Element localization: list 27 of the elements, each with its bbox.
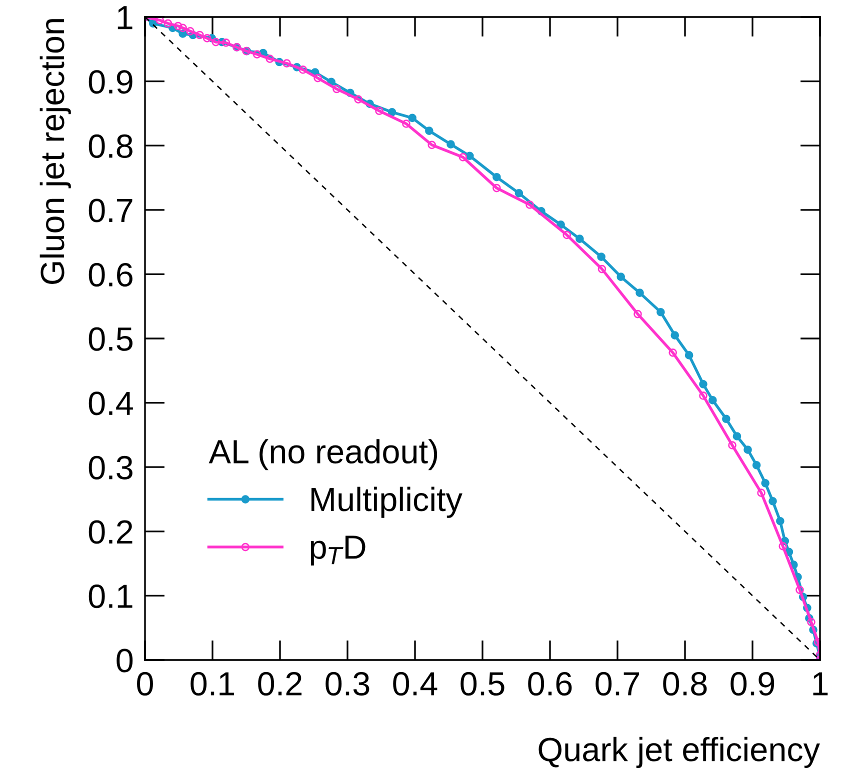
y-axis-title: Gluon jet rejection bbox=[40, 19, 71, 284]
x-tick-label: 1 bbox=[813, 672, 828, 696]
legend-label: Multiplicity bbox=[311, 486, 462, 518]
y-tick-label: 0.4 bbox=[88, 392, 133, 416]
y-tick-label: 0.5 bbox=[88, 327, 132, 351]
x-tick-label: 0 bbox=[137, 672, 153, 696]
y-tick-label: 0.3 bbox=[88, 456, 132, 480]
x-tick-label: 0.8 bbox=[663, 672, 707, 696]
y-tick-label: 0.1 bbox=[88, 584, 132, 608]
x-tick-label: 0.9 bbox=[730, 672, 774, 696]
x-axis-title: Quark jet efficiency bbox=[538, 736, 820, 768]
x-tick-label: 0.4 bbox=[393, 672, 438, 696]
legend-title: AL (no readout) bbox=[208, 439, 438, 470]
y-tick-label: 0.2 bbox=[88, 520, 132, 544]
x-tick-label: 0.2 bbox=[258, 672, 302, 696]
y-tick-label: 0.6 bbox=[88, 263, 132, 287]
x-tick-label: 0.5 bbox=[460, 672, 504, 696]
y-tick-label: 0 bbox=[116, 648, 133, 672]
x-tick-label: 0.7 bbox=[596, 672, 639, 696]
x-tick-label: 0.1 bbox=[190, 672, 234, 696]
legend-label: p$_{T}$D bbox=[310, 536, 366, 566]
x-tick-label: 0.6 bbox=[528, 672, 572, 696]
x-tick-label: 0.3 bbox=[326, 672, 370, 696]
y-tick-label: 1 bbox=[118, 6, 132, 30]
y-tick-label: 0.8 bbox=[88, 134, 132, 158]
y-tick-label: 0.9 bbox=[88, 70, 132, 94]
y-tick-label: 0.7 bbox=[88, 198, 132, 222]
